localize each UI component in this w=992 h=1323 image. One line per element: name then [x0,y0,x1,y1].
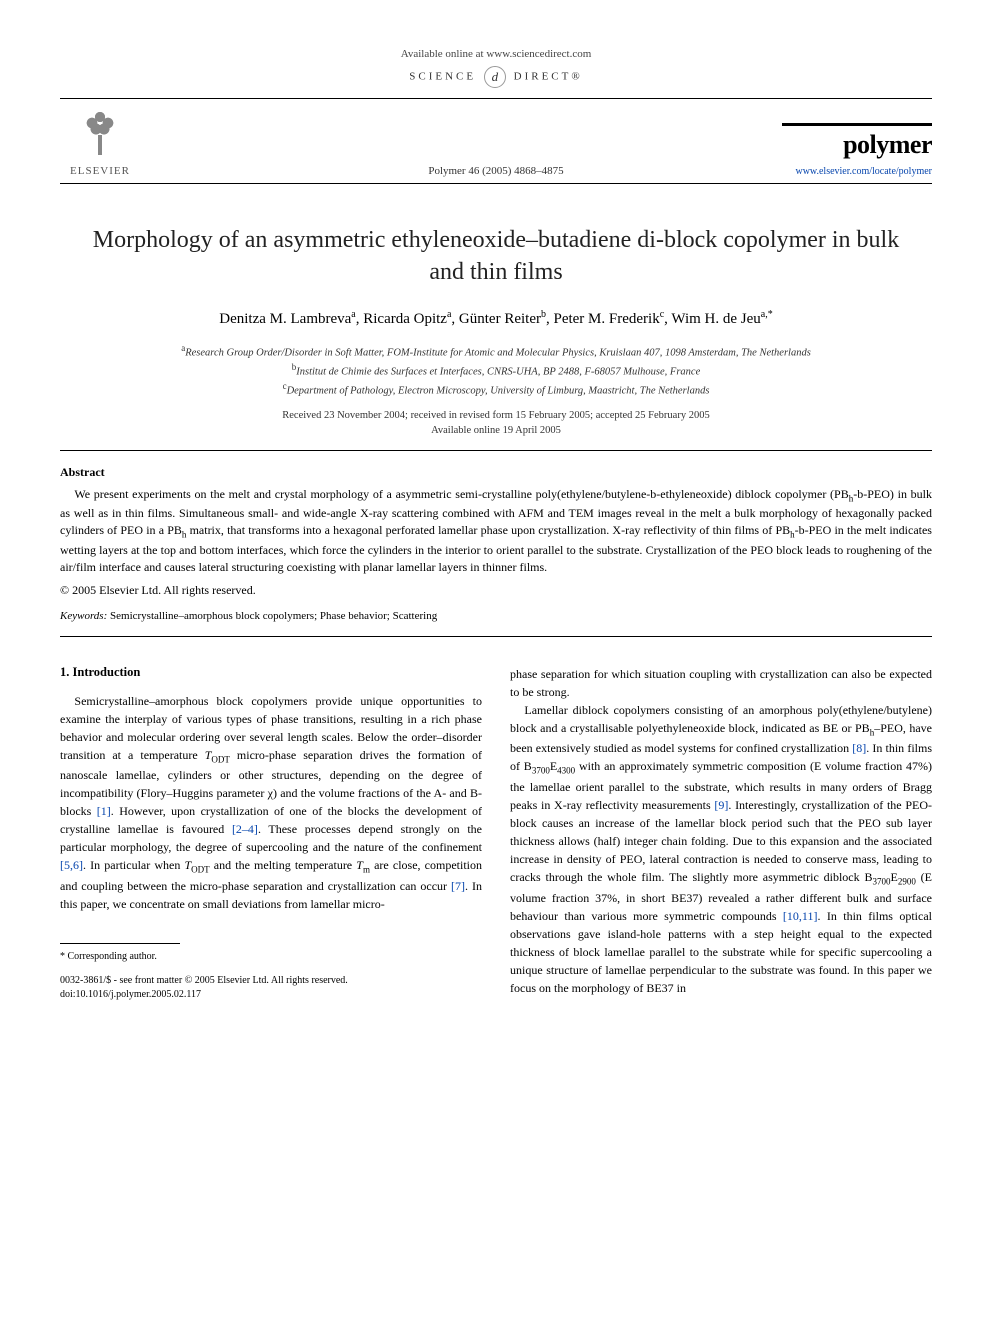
keywords-text: Semicrystalline–amorphous block copolyme… [107,610,437,622]
reference-link[interactable]: [2–4] [232,822,258,836]
column-right: phase separation for which situation cou… [510,665,932,1003]
received-date: Received 23 November 2004; received in r… [60,410,932,421]
footnote-issn: 0032-3861/$ - see front matter © 2005 El… [60,974,482,988]
reference-link[interactable]: [10,11] [783,909,818,923]
abstract-heading: Abstract [60,465,932,480]
abstract-body: We present experiments on the melt and c… [60,486,932,577]
section-1-heading: 1. Introduction [60,665,482,680]
two-column-body: 1. Introduction Semicrystalline–amorphou… [60,665,932,1003]
keywords-label: Keywords: [60,610,107,622]
footnote-doi: doi:10.1016/j.polymer.2005.02.117 [60,988,482,1002]
affiliations: aResearch Group Order/Disorder in Soft M… [60,342,932,400]
keywords: Keywords: Semicrystalline–amorphous bloc… [60,610,932,622]
header-available: Available online at www.sciencedirect.co… [60,48,932,60]
rule-below-keywords [60,636,932,637]
section-1-body-left: Semicrystalline–amorphous block copolyme… [60,692,482,914]
polymer-title: polymer [772,130,932,160]
authors: Denitza M. Lambrevaa, Ricarda Opitza, Gü… [60,309,932,328]
article-title: Morphology of an asymmetric ethyleneoxid… [80,224,912,289]
elsevier-tree-icon [70,103,130,163]
footnote-corresponding: * Corresponding author. [60,950,482,964]
reference-link[interactable]: [5,6] [60,858,83,872]
copyright: © 2005 Elsevier Ltd. All rights reserved… [60,583,932,598]
header-row: ELSEVIER Polymer 46 (2005) 4868–4875 pol… [60,98,932,184]
column-left: 1. Introduction Semicrystalline–amorphou… [60,665,482,1003]
elsevier-text: ELSEVIER [60,165,140,177]
journal-reference: Polymer 46 (2005) 4868–4875 [428,165,563,177]
rule-above-abstract [60,450,932,451]
reference-link[interactable]: [9] [714,798,728,812]
polymer-block: polymer www.elsevier.com/locate/polymer [772,123,932,177]
polymer-rule [782,123,932,126]
sciencedirect-logo: SCIENCE d DIRECT® [60,66,932,88]
footnote-separator [60,943,180,944]
reference-link[interactable]: [1] [97,804,111,818]
elsevier-logo: ELSEVIER [60,103,140,177]
at-icon: d [484,66,506,88]
reference-link[interactable]: [7] [451,879,465,893]
polymer-url[interactable]: www.elsevier.com/locate/polymer [772,166,932,177]
online-date: Available online 19 April 2005 [60,425,932,436]
reference-link[interactable]: [8] [852,741,866,755]
section-1-body-right: phase separation for which situation cou… [510,665,932,998]
